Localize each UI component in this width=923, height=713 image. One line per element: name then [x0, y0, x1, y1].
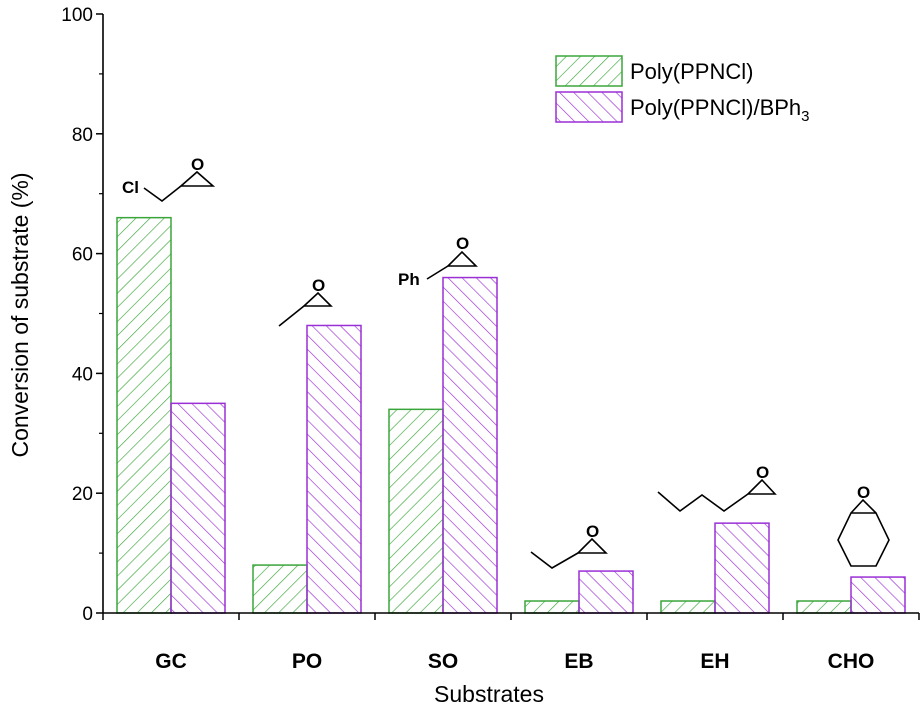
eh-oxygen-label: O [756, 463, 769, 482]
legend-label-poly-ppncl: Poly(PPNCl) [630, 59, 753, 84]
y-tick-label-60: 60 [72, 245, 93, 266]
x-tick-label-cho: CHO [828, 650, 875, 673]
bar-po-poly-ppncl-bph3 [306, 324, 362, 614]
legend-label-bph3-subscript: 3 [801, 108, 809, 125]
y-tick-label-100: 100 [61, 5, 93, 26]
bar-cho-poly-ppncl-bph3 [850, 576, 906, 614]
x-tick-label-po: PO [292, 650, 322, 673]
bar-so-poly-ppncl-bph3 [442, 276, 498, 614]
cho-oxygen-label: O [857, 483, 870, 502]
y-axis-title: Conversion of substrate (%) [7, 172, 33, 457]
bar-so-poly-ppncl [388, 408, 444, 614]
po-oxygen-label: O [312, 276, 325, 295]
eh-structure: O [657, 463, 777, 513]
gc-structure: Cl O [122, 155, 216, 203]
x-tick-label-eh: EH [700, 650, 729, 673]
bar-eb-poly-ppncl [524, 600, 580, 614]
axes-group: GC PO SO EB EH CHO 0 20 40 60 80 100 [61, 5, 920, 673]
eb-oxygen-label: O [586, 522, 599, 541]
gc-oxygen-label: O [191, 155, 204, 174]
bar-gc-poly-ppncl [116, 216, 172, 614]
legend-swatch-poly-ppncl [555, 55, 623, 87]
y-tick-label-0: 0 [82, 604, 93, 625]
y-tick-label-40: 40 [72, 364, 93, 385]
x-tick-label-so: SO [428, 650, 458, 673]
so-oxygen-label: O [456, 234, 469, 253]
po-structure: O [278, 276, 333, 327]
y-tick-label-20: 20 [72, 484, 93, 505]
legend-label-poly-ppncl-bph3: Poly(PPNCl)/BPh3 [630, 95, 810, 125]
bar-eh-poly-ppncl-bph3 [714, 522, 770, 614]
x-axis-title: Substrates [434, 681, 544, 707]
bar-cho-poly-ppncl [796, 600, 852, 614]
bars-group [116, 216, 906, 614]
legend-label-bph3-base: Poly(PPNCl)/BPh [630, 95, 801, 120]
bar-gc-poly-ppncl-bph3 [170, 402, 226, 614]
bar-eh-poly-ppncl [660, 600, 716, 614]
x-tick-label-gc: GC [155, 650, 187, 673]
eb-structure: O [530, 522, 608, 569]
bar-eb-poly-ppncl-bph3 [578, 570, 634, 614]
x-tick-label-eb: EB [564, 650, 593, 673]
so-phenyl-label: Ph [398, 270, 420, 289]
so-structure: Ph O [398, 234, 478, 289]
legend-swatch-poly-ppncl-bph3 [555, 91, 623, 123]
legend: Poly(PPNCl) Poly(PPNCl)/BPh3 [555, 55, 810, 125]
cho-structure: O [837, 483, 890, 567]
bar-po-poly-ppncl [252, 564, 308, 614]
gc-chlorine-label: Cl [122, 178, 139, 197]
y-tick-label-80: 80 [72, 125, 93, 146]
